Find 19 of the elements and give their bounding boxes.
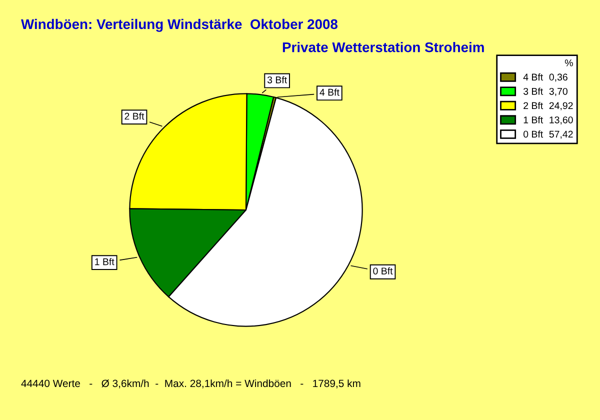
legend-label: 1 Bft: [524, 116, 544, 124]
legend-title: %: [564, 59, 573, 66]
legend-label: 3 Bft: [523, 88, 544, 95]
slice-label: 3 Bft: [267, 76, 287, 84]
slice-label: 2 Bft: [124, 112, 144, 120]
slice-label: 0 Bft: [373, 267, 393, 274]
text: 44440 Werte - Ø 3,6km/h - Max. 28,1km/h = Windböen - 1789,5 km: [21, 379, 360, 388]
chart-title: Windböen: Verteilung Windstärke Oktober 2008: [21, 18, 338, 32]
slice-label: 4 Bft: [320, 88, 340, 96]
legend-label: 2 Bft: [524, 102, 544, 110]
legend-label: 0 Bft: [523, 130, 544, 138]
data-label: 24,92: [549, 102, 573, 110]
data-label: 0,36: [549, 74, 568, 82]
chart-subtitle: Private Wetterstation Stroheim: [282, 42, 484, 52]
slice-label: 1 Bft: [95, 258, 114, 266]
data-label: 13,60: [550, 116, 573, 125]
legend-label: 4 Bft: [523, 73, 544, 81]
data-label: 3,70: [549, 88, 568, 96]
data-label: 57,42: [549, 130, 573, 139]
